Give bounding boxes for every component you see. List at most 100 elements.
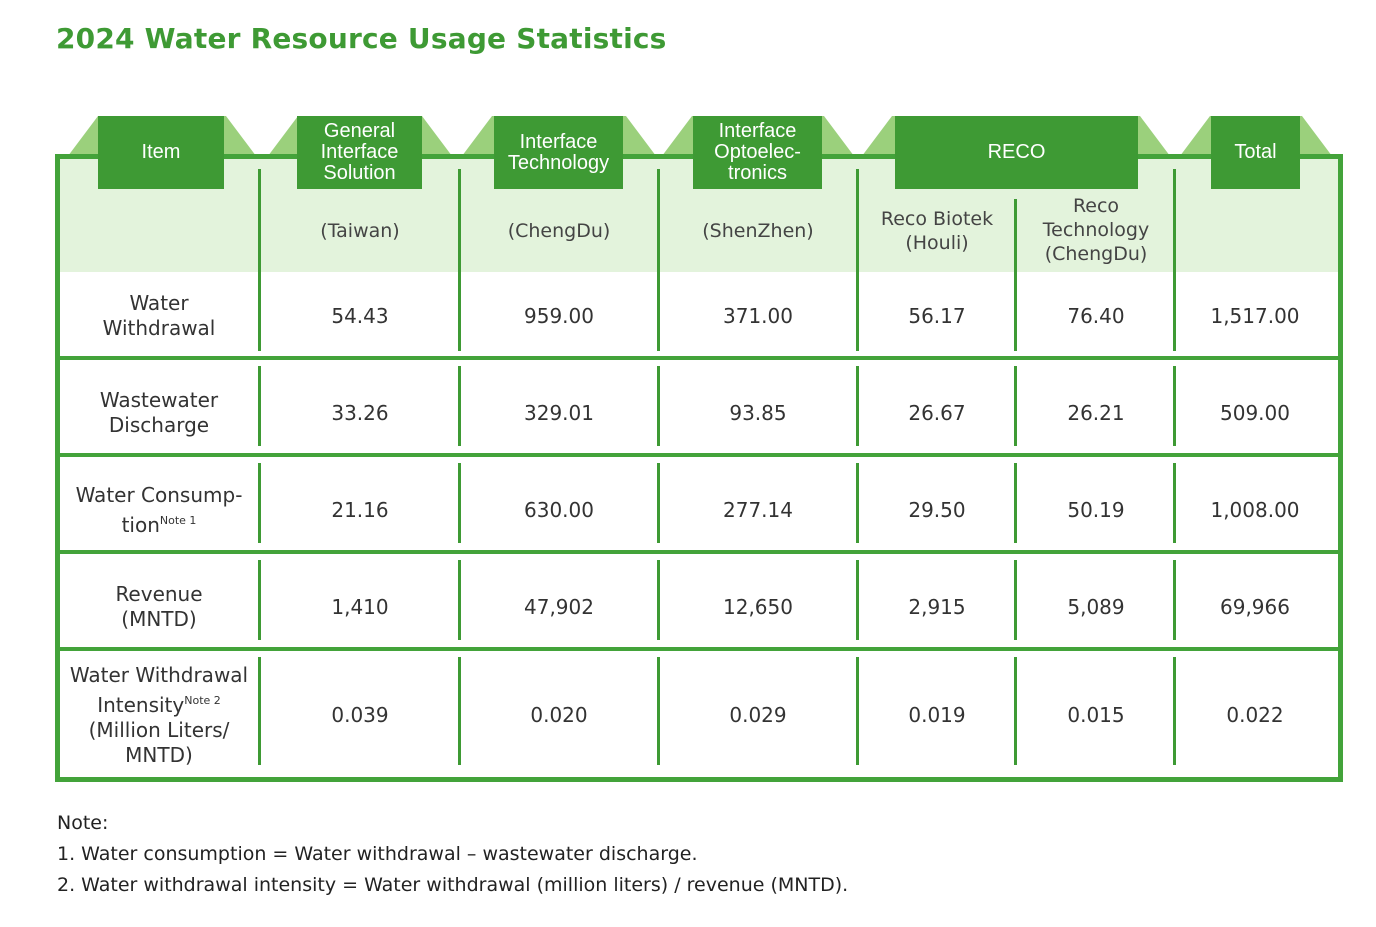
row-label: Revenue (MNTD) [60,561,258,653]
notes-heading: Note: [57,812,109,834]
subheader-reco-biotek-line2: (Houli) [905,232,969,254]
row-label-text: (Million Liters/ [88,717,230,742]
table-cell: 0.039 [331,703,389,727]
row-divider [60,356,1338,360]
header-io-label: Interface Optoelec-tronics [714,120,801,184]
table-cell: 1,517.00 [1210,304,1300,328]
table-cell: 26.67 [908,401,966,425]
table-cell: 29.50 [908,498,966,522]
subheader-reco-tech-line3: (ChengDu) [1044,243,1148,265]
note-2: 2. Water withdrawal intensity = Water wi… [57,874,849,896]
row-label-line: IntensityNote 2 [97,688,221,718]
row-divider [60,550,1338,554]
table-cell: 33.26 [331,401,389,425]
column-divider [258,463,261,543]
table-cell: 47,902 [524,595,594,619]
row-label: Wastewater Discharge [60,367,258,459]
header-total: Total [1211,116,1300,189]
row-label-text: Discharge [108,413,210,437]
table-cell: 5,089 [1067,595,1125,619]
column-divider [458,560,461,640]
row-label: Water Withdrawal IntensityNote 2 (Million … [60,658,258,772]
row-label-line: tionNote 1 [122,508,197,538]
subheader-reco-biotek-line1: Reco Biotek [880,208,994,230]
column-divider [1173,366,1176,446]
row-label: Water Consump-tionNote 1 [60,464,258,556]
row-label-text: Water Consump- [75,482,243,507]
table-cell: 54.43 [331,304,389,328]
row-label-text: Wastewater [99,388,219,412]
subheader-reco-tech-line2: Technology [1042,219,1150,241]
row-label-line: Water Consump- [76,483,243,508]
column-divider [856,560,859,640]
notes: Note: 1. Water consumption = Water withd… [57,808,848,901]
header-item: Item [98,116,224,189]
table-cell: 93.85 [729,401,787,425]
table-cell: 1,410 [331,595,389,619]
table-cell: 329.01 [524,401,594,425]
row-label-text: Intensity [97,692,185,717]
table-cell: 76.40 [1067,304,1125,328]
table-cell: 2,915 [908,595,966,619]
column-divider [258,169,261,351]
column-divider [258,560,261,640]
row-label-line: MNTD) [125,743,193,768]
header-gis-label: General Interface Solution [320,120,399,184]
row-label-text: Water [129,291,189,315]
column-divider [1014,657,1017,765]
row-label-line: Discharge [109,413,209,438]
column-divider [856,366,859,446]
table-cell: 69,966 [1220,595,1290,619]
column-divider [856,657,859,765]
note-1: 1. Water consumption = Water withdrawal … [57,843,698,865]
header-gis: General Interface Solution [297,116,422,189]
subheader-gis: (Taiwan) [320,220,400,242]
column-divider [458,657,461,765]
header-item-label: Item [141,141,181,163]
footnote-ref: Note 1 [159,513,197,527]
column-divider [1173,463,1176,543]
column-divider [657,463,660,543]
table-cell: 509.00 [1220,401,1290,425]
column-divider [1173,560,1176,640]
header-total-label: Total [1234,141,1277,163]
table-cell: 0.020 [530,703,588,727]
row-label-line: Wastewater [100,388,218,413]
column-divider [657,657,660,765]
table-cell: 630.00 [524,498,594,522]
column-divider [1014,463,1017,543]
table-cell: 21.16 [331,498,389,522]
subheader-reco-tech-line1: Reco [1072,195,1120,217]
subheader-it: (ChengDu) [507,220,611,242]
header-reco: RECO [895,116,1138,189]
row-label-line: Water Withdrawal [70,663,248,688]
row-label-text: (MNTD) [121,607,197,631]
table-cell: 12,650 [723,595,793,619]
column-divider [458,463,461,543]
row-label-line: Withdrawal [103,316,216,341]
row-divider [60,647,1338,651]
table-cell: 277.14 [723,498,793,522]
column-divider [258,366,261,446]
page-title: 2024 Water Resource Usage Statistics [56,22,667,55]
header-reco-label: RECO [987,141,1046,163]
subheader-io: (ShenZhen) [702,220,814,242]
row-label-text: Revenue [115,582,203,606]
table-cell: 0.022 [1226,703,1284,727]
column-divider [1014,366,1017,446]
footnote-ref: Note 2 [184,693,221,707]
column-divider [1173,657,1176,765]
table-cell: 26.21 [1067,401,1125,425]
row-label-line: Water [129,291,188,316]
header-io: Interface Optoelec-tronics [693,116,822,189]
column-divider [657,169,660,351]
column-divider [258,657,261,765]
table-cell: 0.019 [908,703,966,727]
table-cell: 1,008.00 [1210,498,1300,522]
column-divider [1014,560,1017,640]
column-divider [1014,199,1017,351]
row-divider [60,453,1338,457]
column-divider [657,560,660,640]
row-label-line: (Million Liters/ [89,718,230,743]
subheader-reco-biotek: Reco Biotek (Houli) [859,200,1015,262]
